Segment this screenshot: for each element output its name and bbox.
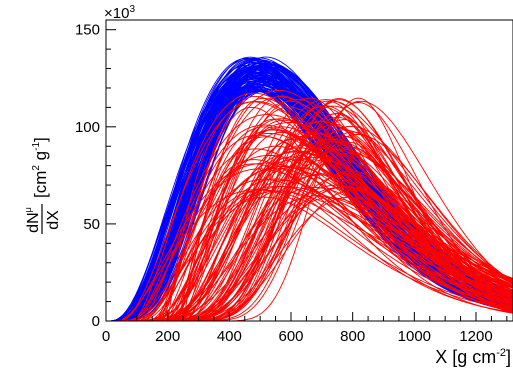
red-shower-curve: [106, 134, 513, 321]
x-tick-label: 1200: [459, 328, 492, 345]
plot-frame: [105, 19, 513, 322]
x-axis-label: X [g cm-2]: [435, 347, 511, 367]
red-shower-curve: [106, 120, 513, 321]
red-shower-curve: [106, 89, 513, 321]
red-shower-curve: [106, 131, 513, 321]
red-shower-curve: [106, 166, 513, 321]
x-tick-label: 200: [155, 328, 180, 345]
red-shower-curve: [106, 132, 513, 321]
red-shower-curve: [106, 153, 513, 321]
y-axis-label: dNμ dX [cm2 g-1]: [23, 137, 62, 234]
y-axis: 0 50 100 150: [75, 22, 116, 330]
x-tick-label: 400: [217, 328, 242, 345]
y-multiplier-label: ×103: [104, 4, 135, 22]
x-axis: 0 200 400 600 800 1000 1200: [102, 312, 508, 345]
red-shower-curve: [106, 131, 513, 321]
curves-layer: [106, 56, 513, 321]
svg-text:dX: dX: [45, 210, 62, 230]
y-tick-label: 50: [83, 216, 100, 233]
red-shower-curve: [106, 145, 513, 321]
x-tick-label: 600: [278, 328, 303, 345]
x-tick-label: 1000: [398, 328, 431, 345]
red-shower-curve: [106, 95, 513, 321]
y-tick-label: 100: [75, 119, 100, 136]
svg-text:dNμ: dNμ: [23, 207, 42, 233]
red-shower-curve: [106, 190, 513, 321]
blue-shower-curve: [106, 89, 513, 321]
red-shower-curve: [106, 178, 513, 321]
y-tick-label: 150: [75, 22, 100, 39]
red-shower-curve: [106, 100, 513, 321]
red-shower-curve: [106, 126, 513, 321]
svg-text:[cm2 g-1]: [cm2 g-1]: [31, 137, 50, 198]
red-shower-curve: [106, 112, 513, 321]
y-tick-label: 0: [92, 313, 100, 330]
red-shower-curve: [106, 168, 513, 321]
red-shower-curve: [106, 96, 513, 321]
x-tick-label: 0: [102, 328, 110, 345]
red-shower-curve: [106, 165, 513, 321]
red-shower-curve: [106, 146, 513, 321]
red-shower-curve: [106, 123, 513, 321]
red-shower-curve: [106, 106, 513, 321]
red-shower-curve: [106, 100, 513, 321]
x-tick-label: 800: [340, 328, 365, 345]
